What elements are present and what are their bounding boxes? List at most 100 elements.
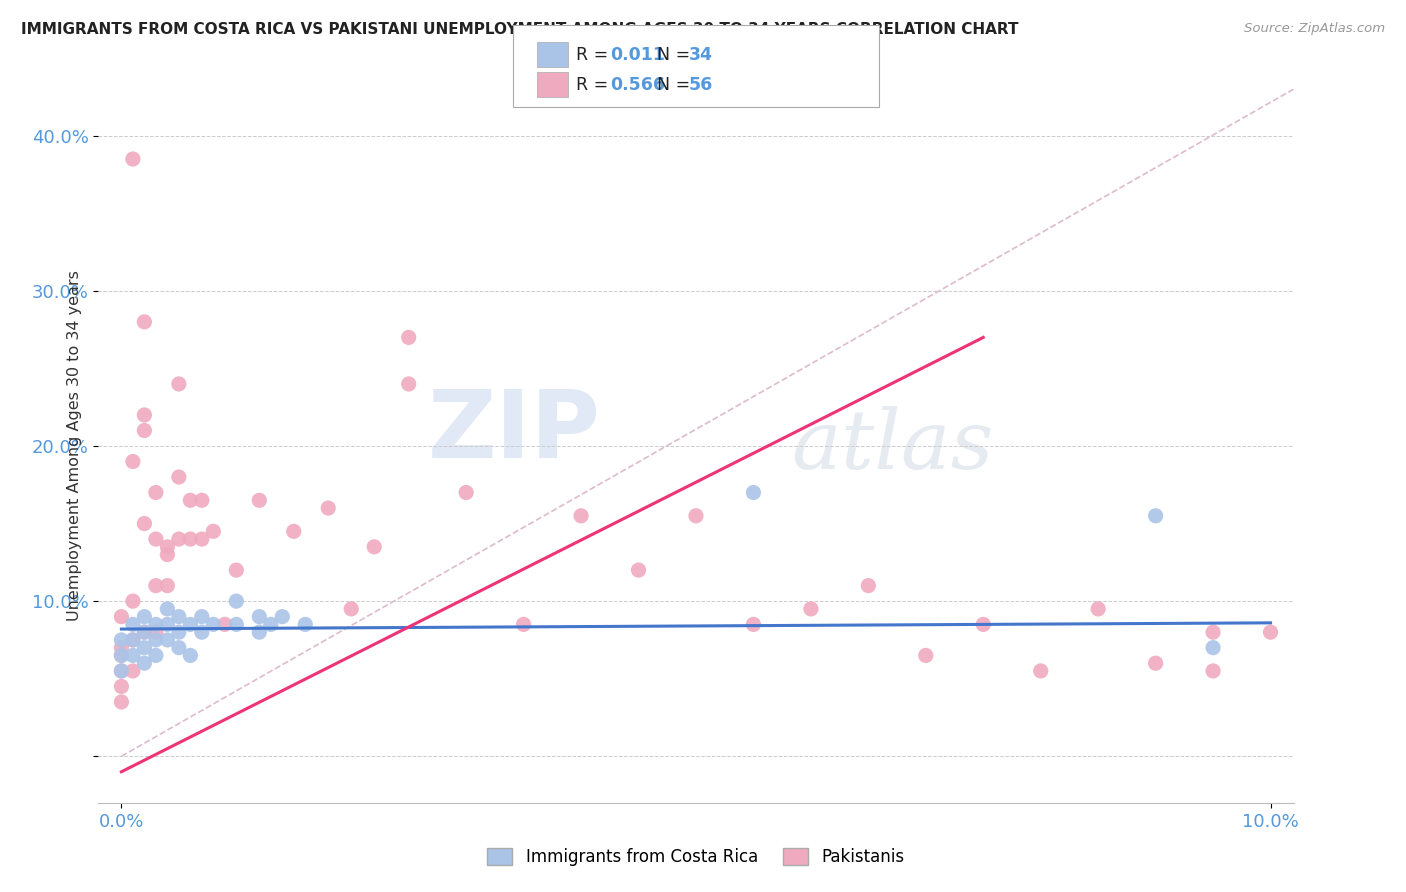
Point xyxy=(145,625,167,640)
Point xyxy=(156,617,179,632)
Point xyxy=(363,540,385,554)
Text: N =: N = xyxy=(657,45,696,63)
Point xyxy=(122,648,145,663)
Point xyxy=(134,625,156,640)
Point xyxy=(156,632,179,647)
Text: Source: ZipAtlas.com: Source: ZipAtlas.com xyxy=(1244,22,1385,36)
Point xyxy=(225,617,247,632)
Point xyxy=(247,493,270,508)
Point xyxy=(110,695,132,709)
Point xyxy=(110,640,132,655)
Point xyxy=(122,632,145,647)
Text: N =: N = xyxy=(657,76,696,94)
Point xyxy=(1260,625,1282,640)
Point xyxy=(122,594,145,608)
Point xyxy=(134,516,156,531)
Point xyxy=(110,632,132,647)
Point xyxy=(247,625,270,640)
Point xyxy=(134,424,156,438)
Point xyxy=(456,485,478,500)
Text: 34: 34 xyxy=(689,45,713,63)
Text: atlas: atlas xyxy=(792,406,994,486)
Point xyxy=(1144,656,1167,670)
Point xyxy=(742,617,765,632)
Point xyxy=(569,508,592,523)
Text: 0.566: 0.566 xyxy=(610,76,665,94)
Point xyxy=(122,632,145,647)
Point xyxy=(1087,602,1109,616)
Point xyxy=(145,485,167,500)
Point xyxy=(167,609,190,624)
Point xyxy=(398,376,420,391)
Point xyxy=(145,648,167,663)
Point xyxy=(398,330,420,344)
Point xyxy=(202,617,225,632)
Point xyxy=(283,524,305,539)
Point xyxy=(134,609,156,624)
Point xyxy=(110,664,132,678)
Point xyxy=(167,470,190,484)
Point xyxy=(202,524,225,539)
Point xyxy=(167,376,190,391)
Point xyxy=(122,152,145,166)
Point xyxy=(110,609,132,624)
Point xyxy=(110,680,132,694)
Point xyxy=(340,602,363,616)
Point xyxy=(179,532,201,546)
Point xyxy=(512,617,534,632)
Point xyxy=(122,664,145,678)
Legend: Immigrants from Costa Rica, Pakistanis: Immigrants from Costa Rica, Pakistanis xyxy=(481,841,911,873)
Point xyxy=(191,532,214,546)
Point xyxy=(156,540,179,554)
Text: IMMIGRANTS FROM COSTA RICA VS PAKISTANI UNEMPLOYMENT AMONG AGES 30 TO 34 YEARS C: IMMIGRANTS FROM COSTA RICA VS PAKISTANI … xyxy=(21,22,1018,37)
Point xyxy=(134,315,156,329)
Point xyxy=(271,609,294,624)
Point xyxy=(627,563,650,577)
Point xyxy=(858,579,880,593)
Point xyxy=(156,579,179,593)
Point xyxy=(167,625,190,640)
Point xyxy=(134,640,156,655)
Point xyxy=(145,579,167,593)
Point xyxy=(122,454,145,468)
Point xyxy=(191,625,214,640)
Text: ZIP: ZIP xyxy=(427,385,600,478)
Point xyxy=(145,532,167,546)
Point xyxy=(156,548,179,562)
Point xyxy=(167,640,190,655)
Point xyxy=(134,625,156,640)
Point xyxy=(685,508,707,523)
Point xyxy=(294,617,316,632)
Point xyxy=(134,408,156,422)
Point xyxy=(1029,664,1052,678)
Point xyxy=(110,648,132,663)
Point xyxy=(1202,664,1225,678)
Point xyxy=(145,617,167,632)
Point xyxy=(1202,625,1225,640)
Point xyxy=(214,617,236,632)
Point xyxy=(972,617,994,632)
Point xyxy=(179,617,201,632)
Point xyxy=(134,656,156,670)
Point xyxy=(167,532,190,546)
Point xyxy=(1202,640,1225,655)
Point xyxy=(145,632,167,647)
Point xyxy=(191,609,214,624)
Point xyxy=(247,609,270,624)
Point xyxy=(191,493,214,508)
Point xyxy=(800,602,823,616)
Point xyxy=(122,617,145,632)
Point xyxy=(110,664,132,678)
Point xyxy=(225,594,247,608)
Point xyxy=(260,617,283,632)
Text: 0.011: 0.011 xyxy=(610,45,665,63)
Point xyxy=(742,485,765,500)
Text: R =: R = xyxy=(576,45,614,63)
Point xyxy=(156,602,179,616)
Point xyxy=(1144,508,1167,523)
Text: 56: 56 xyxy=(689,76,713,94)
Point xyxy=(225,563,247,577)
Point xyxy=(914,648,936,663)
Point xyxy=(179,493,201,508)
Point xyxy=(316,501,339,516)
